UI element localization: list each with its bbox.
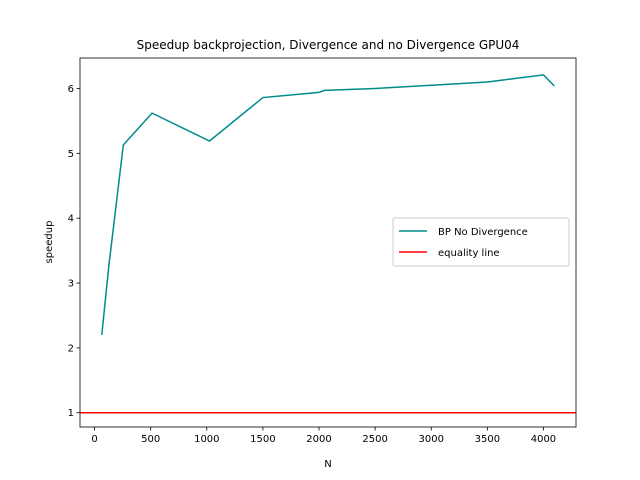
y-tick-label: 2	[68, 343, 74, 354]
x-tick-label: 3000	[419, 434, 444, 445]
x-tick-label: 2000	[306, 434, 331, 445]
y-tick-label: 6	[68, 84, 74, 95]
legend-label-1: equality line	[438, 248, 500, 259]
plot-frame	[79, 57, 577, 428]
x-tick-label: 3500	[475, 434, 500, 445]
y-axis-label: speedup	[44, 221, 55, 264]
y-tick-label: 4	[68, 214, 74, 225]
legend: BP No Divergence equality line	[392, 217, 570, 267]
series-line-0	[101, 74, 555, 335]
x-tick-label: 0	[91, 434, 97, 445]
x-tick-label: 2500	[362, 434, 387, 445]
chart-title: Speedup backprojection, Divergence and n…	[137, 38, 520, 52]
legend-label-0: BP No Divergence	[438, 227, 528, 238]
x-tick-label: 1000	[194, 434, 219, 445]
legend-box	[392, 217, 570, 267]
y-tick-label: 3	[68, 279, 74, 290]
plot-layer	[80, 74, 576, 414]
ticks-layer: 0 500 1000 1500 2000 2500 3000 3500 4000 1 2 3 4 5 6	[68, 84, 557, 445]
x-tick-label: 500	[141, 434, 160, 445]
x-axis-label: N	[324, 459, 331, 470]
y-tick-label: 1	[68, 408, 74, 419]
x-tick-label: 4000	[531, 434, 556, 445]
x-tick-label: 1500	[250, 434, 275, 445]
y-tick-label: 5	[68, 149, 74, 160]
